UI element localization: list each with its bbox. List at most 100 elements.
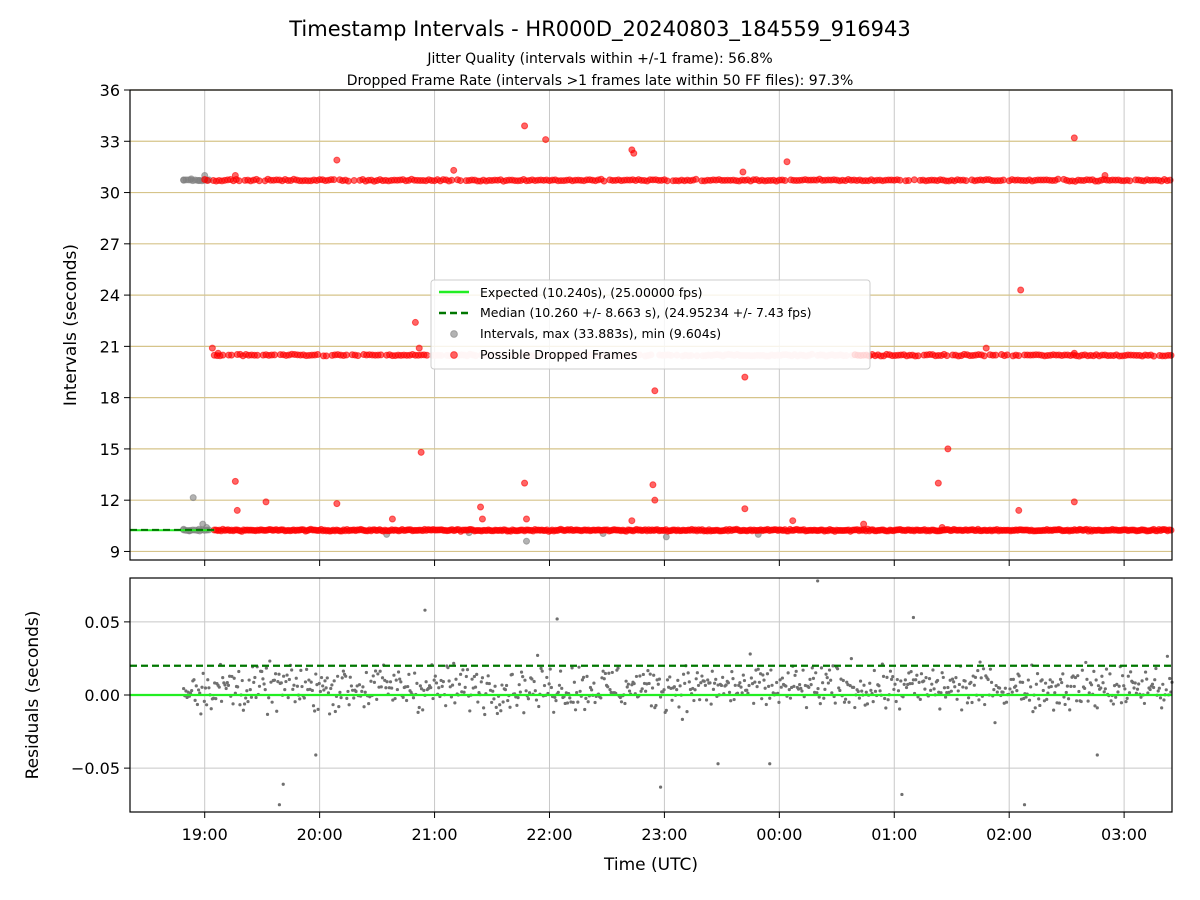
residual-outlier bbox=[658, 785, 663, 789]
legend: Expected (10.240s), (25.00000 fps) Media… bbox=[430, 279, 871, 370]
residual-point bbox=[524, 689, 528, 693]
residual-point bbox=[1108, 672, 1112, 676]
residual-point bbox=[1146, 691, 1150, 695]
residual-point bbox=[1073, 675, 1078, 680]
residual-point bbox=[808, 677, 812, 682]
dropped-frame-point bbox=[350, 176, 358, 184]
residual-point bbox=[738, 681, 742, 685]
residual-point bbox=[577, 665, 581, 669]
residual-point bbox=[565, 701, 570, 705]
residual-point bbox=[539, 666, 543, 670]
residual-point bbox=[770, 683, 774, 687]
residual-point bbox=[1154, 666, 1158, 671]
residual-point bbox=[677, 705, 681, 709]
residual-point bbox=[956, 689, 960, 693]
residual-point bbox=[575, 691, 579, 695]
residual-point bbox=[737, 683, 741, 687]
dropped-frame-outlier bbox=[208, 344, 216, 352]
residual-point bbox=[201, 671, 205, 675]
dropped-frame-point bbox=[1015, 352, 1023, 360]
dropped-frame-point bbox=[1167, 526, 1175, 534]
residual-point bbox=[807, 685, 811, 690]
residual-point bbox=[1148, 687, 1152, 692]
residual-point bbox=[515, 703, 519, 707]
residual-point bbox=[376, 672, 380, 676]
dropped-frame-point bbox=[600, 177, 608, 185]
dropped-frame-point bbox=[228, 351, 236, 359]
residual-point bbox=[833, 701, 837, 705]
residual-point bbox=[943, 695, 948, 699]
residual-point bbox=[1083, 686, 1087, 691]
residual-point bbox=[1052, 708, 1056, 712]
residual-point bbox=[592, 681, 596, 685]
legend-expected-label: Expected (10.240s), (25.00000 fps) bbox=[480, 285, 702, 300]
residual-point bbox=[849, 657, 853, 661]
dropped-frame-outlier bbox=[417, 448, 425, 456]
residual-point bbox=[307, 678, 311, 682]
residual-point bbox=[727, 690, 732, 694]
x-tick-label: 20:00 bbox=[297, 825, 343, 844]
residual-point bbox=[804, 705, 809, 710]
legend-dropped-marker bbox=[450, 351, 458, 359]
x-tick-label: 00:00 bbox=[756, 825, 802, 844]
residual-point bbox=[961, 685, 965, 689]
residual-point bbox=[1077, 689, 1081, 694]
residual-point bbox=[464, 674, 468, 679]
residual-point bbox=[352, 696, 356, 700]
residual-point bbox=[739, 685, 743, 689]
residual-point bbox=[798, 682, 802, 687]
residual-point bbox=[910, 681, 914, 686]
residual-outlier bbox=[716, 762, 720, 766]
residual-point bbox=[1153, 678, 1157, 682]
residual-point bbox=[300, 684, 304, 689]
residual-point bbox=[349, 684, 354, 688]
residual-point bbox=[976, 668, 980, 673]
residual-point bbox=[1076, 674, 1080, 678]
residual-point bbox=[835, 667, 840, 671]
residual-point bbox=[799, 686, 803, 690]
residual-point bbox=[1139, 695, 1143, 699]
residual-point bbox=[1060, 680, 1064, 685]
residual-point bbox=[898, 707, 902, 711]
residual-point bbox=[560, 686, 564, 690]
dropped-frame-point bbox=[342, 351, 350, 359]
residual-point bbox=[1122, 684, 1126, 688]
residual-point bbox=[232, 676, 236, 680]
residual-point bbox=[853, 705, 857, 710]
dropped-frame-point bbox=[914, 352, 922, 360]
residual-point bbox=[339, 696, 343, 700]
residual-point bbox=[868, 681, 872, 685]
residual-point bbox=[1087, 691, 1091, 695]
residual-point bbox=[532, 679, 536, 684]
residual-point bbox=[641, 672, 645, 677]
residual-point bbox=[264, 666, 268, 670]
residual-point bbox=[394, 678, 398, 682]
residual-point bbox=[434, 681, 439, 685]
residual-point bbox=[852, 685, 856, 689]
residual-point bbox=[454, 677, 458, 681]
residual-point bbox=[981, 667, 986, 671]
residual-point bbox=[957, 682, 961, 687]
residual-point bbox=[465, 667, 470, 672]
residual-point bbox=[648, 672, 652, 676]
residual-point bbox=[369, 679, 373, 683]
residual-point bbox=[1124, 700, 1128, 704]
residual-point bbox=[395, 687, 399, 692]
residual-point bbox=[1024, 695, 1028, 699]
residuals-y-axis: −0.05 0.00 0.05 bbox=[71, 613, 130, 778]
intervals-x-axis bbox=[204, 560, 1125, 566]
residual-point bbox=[827, 668, 832, 672]
residual-point bbox=[949, 689, 953, 693]
residual-point bbox=[747, 683, 751, 688]
residual-point bbox=[634, 674, 639, 679]
residual-point bbox=[665, 678, 670, 682]
residual-point bbox=[572, 680, 576, 684]
residual-point bbox=[508, 705, 512, 709]
residual-point bbox=[1009, 677, 1013, 682]
residual-point bbox=[816, 686, 820, 691]
residual-point bbox=[503, 688, 508, 692]
dropped-frame-outlier bbox=[333, 500, 341, 508]
residual-point bbox=[894, 699, 898, 704]
residual-point bbox=[537, 704, 541, 709]
residual-point bbox=[768, 696, 772, 700]
